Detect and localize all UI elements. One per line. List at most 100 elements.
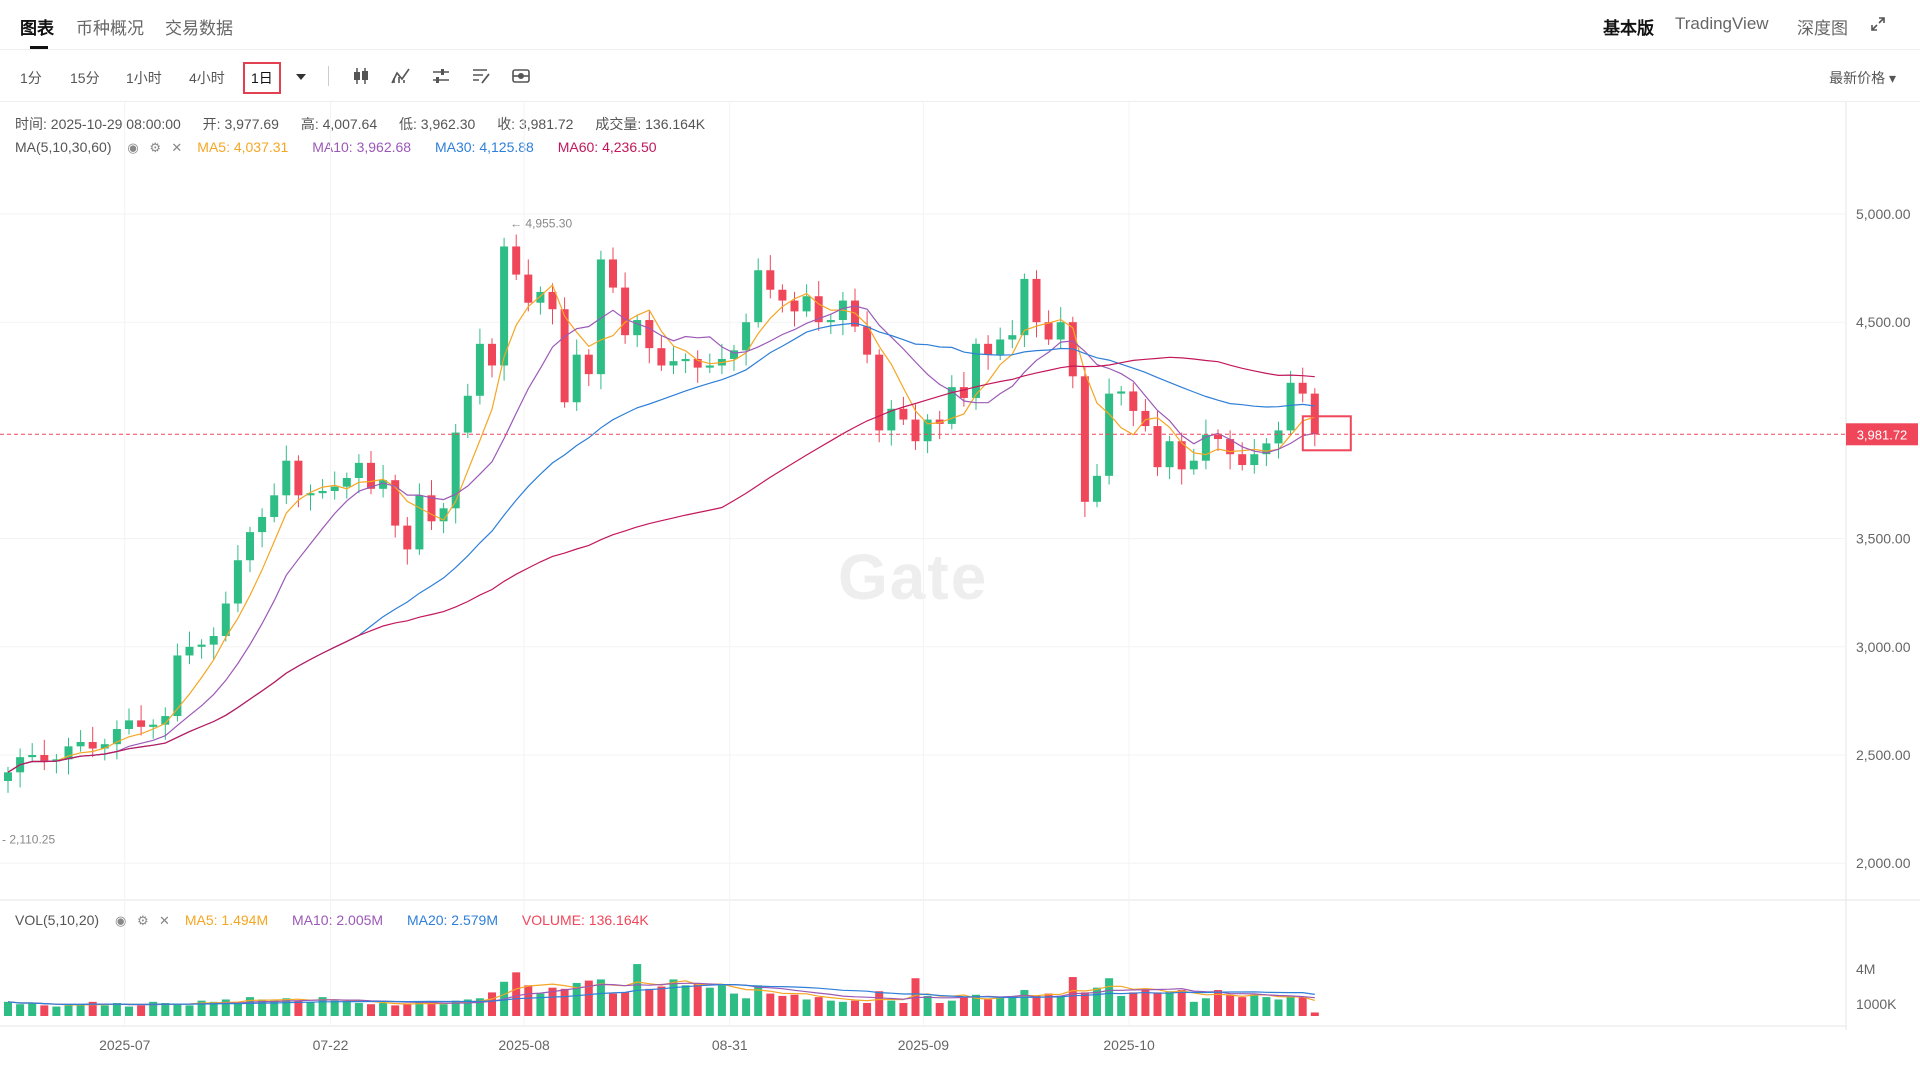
volume-bar [899,1003,908,1016]
volume-bar [403,1004,412,1016]
volume-bar [1141,988,1150,1016]
volume-bar [1008,995,1017,1016]
candle-body [802,296,811,312]
volume-bar [185,1005,194,1016]
candle-body [451,432,460,509]
candle-body [681,358,690,362]
volume-bar [947,1000,956,1016]
volume-bar [4,1001,12,1016]
more-intervals-chevron-icon[interactable] [290,66,312,86]
volume-legend: VOL(5,10,20) ◉ ⚙ ✕ MA5: 1.494M MA10: 2.005… [15,912,669,929]
candle-body [1153,426,1162,468]
price-tick-label: 2,000.00 [1856,855,1911,871]
candle-body [1020,278,1029,336]
volume-bar [209,1001,218,1016]
candle-body [1129,391,1138,411]
candle-body [560,309,569,403]
ma30-line [7,322,1315,773]
tab-trade-data[interactable]: 交易数据 [165,19,233,38]
ma-label: MA(5,10,30,60) [15,139,112,155]
basic-view-tab[interactable]: 基本版 [1603,19,1654,38]
gear-icon[interactable]: ⚙ [149,140,162,155]
volume-bar [439,1004,448,1016]
volume-bar [64,1005,73,1016]
candle-body [463,395,472,433]
volume-bar [1129,992,1138,1016]
time-tick-label: 2025-09 [898,1037,950,1053]
candle-body [1080,376,1089,502]
ma30-value: MA30: 4,125.88 [434,139,534,155]
candle-body [524,274,533,303]
candle-body [137,720,146,727]
volume-bar [1214,990,1222,1016]
gear-icon[interactable]: ⚙ [136,913,149,928]
interval-15m[interactable]: 15分 [70,70,100,86]
depth-chart-tab[interactable]: 深度图 [1797,19,1848,38]
candle-body [28,755,37,758]
snapshot-icon[interactable] [510,66,532,86]
settings-sliders-icon[interactable] [430,66,452,86]
volume-bar [1020,990,1029,1016]
candle-body [173,655,182,717]
candle-body [1117,391,1126,394]
interval-4h[interactable]: 4小时 [189,70,225,86]
candle-body [76,742,85,747]
active-tab-underline [30,46,48,49]
volume-bar [996,997,1005,1016]
close-icon[interactable]: ✕ [158,913,170,928]
volume-bar [342,1001,351,1016]
candle-body [1044,322,1053,340]
candle-body [609,259,617,288]
eye-icon[interactable]: ◉ [114,913,127,928]
max-price-label: ← 4,955.30 [510,217,572,231]
price-type-dropdown[interactable]: 最新价格 ▾ [1829,68,1896,88]
interval-1h[interactable]: 1小时 [126,70,162,86]
candle-body [185,646,194,656]
price-tick-label: 5,000.00 [1856,206,1911,222]
volume-bar [1238,997,1247,1016]
candle-body [633,320,642,336]
time-tick-label: 2025-08 [498,1037,550,1053]
volume-bar [693,982,702,1016]
ma5-line [7,283,1315,773]
candle-body [100,744,109,749]
eye-icon[interactable]: ◉ [127,140,139,155]
volume-bar [548,987,557,1016]
time-tick-label: 07-22 [313,1037,349,1053]
candle-body [778,289,787,301]
price-tick-label: 3,500.00 [1856,531,1911,547]
candle-body [572,354,581,403]
interval-1d[interactable]: 1日 [243,62,281,94]
volume-bar [1310,1012,1319,1016]
tab-coin-overview[interactable]: 币种概况 [76,19,144,38]
candle-body [1093,475,1101,502]
candle-body [221,603,230,636]
candle-style-icon[interactable] [350,66,372,86]
drawing-tools-icon[interactable] [470,66,492,86]
volume-bar [112,1003,121,1016]
candle-body [742,322,751,351]
candle-body [439,508,448,522]
volume-bar [88,1001,97,1016]
candle-body [125,720,133,730]
candle-body [1238,454,1247,466]
close-icon[interactable]: ✕ [171,140,183,155]
volume-bar [28,1003,37,1016]
tab-chart[interactable]: 图表 [20,19,54,38]
candle-body [863,326,872,355]
tradingview-tab[interactable]: TradingView [1675,14,1769,33]
price-chart[interactable]: 5,000.00 4,500.00 3,500.00 3,000.00 2,500.00… [0,102,1920,1080]
ma10-line [7,305,1315,773]
volume-bar [560,988,569,1016]
chevron-down-icon: ▾ [1888,70,1896,86]
volume-bar [1201,998,1210,1016]
interval-1m[interactable]: 1分 [20,70,42,86]
candle-body [935,419,944,424]
volume-bar [657,986,666,1016]
volume-bar [681,985,690,1016]
fullscreen-icon[interactable] [1870,16,1886,32]
indicator-icon[interactable] [390,66,412,86]
candle-body [766,270,775,290]
volume-bar [1105,978,1114,1016]
volume-bar [669,979,678,1016]
